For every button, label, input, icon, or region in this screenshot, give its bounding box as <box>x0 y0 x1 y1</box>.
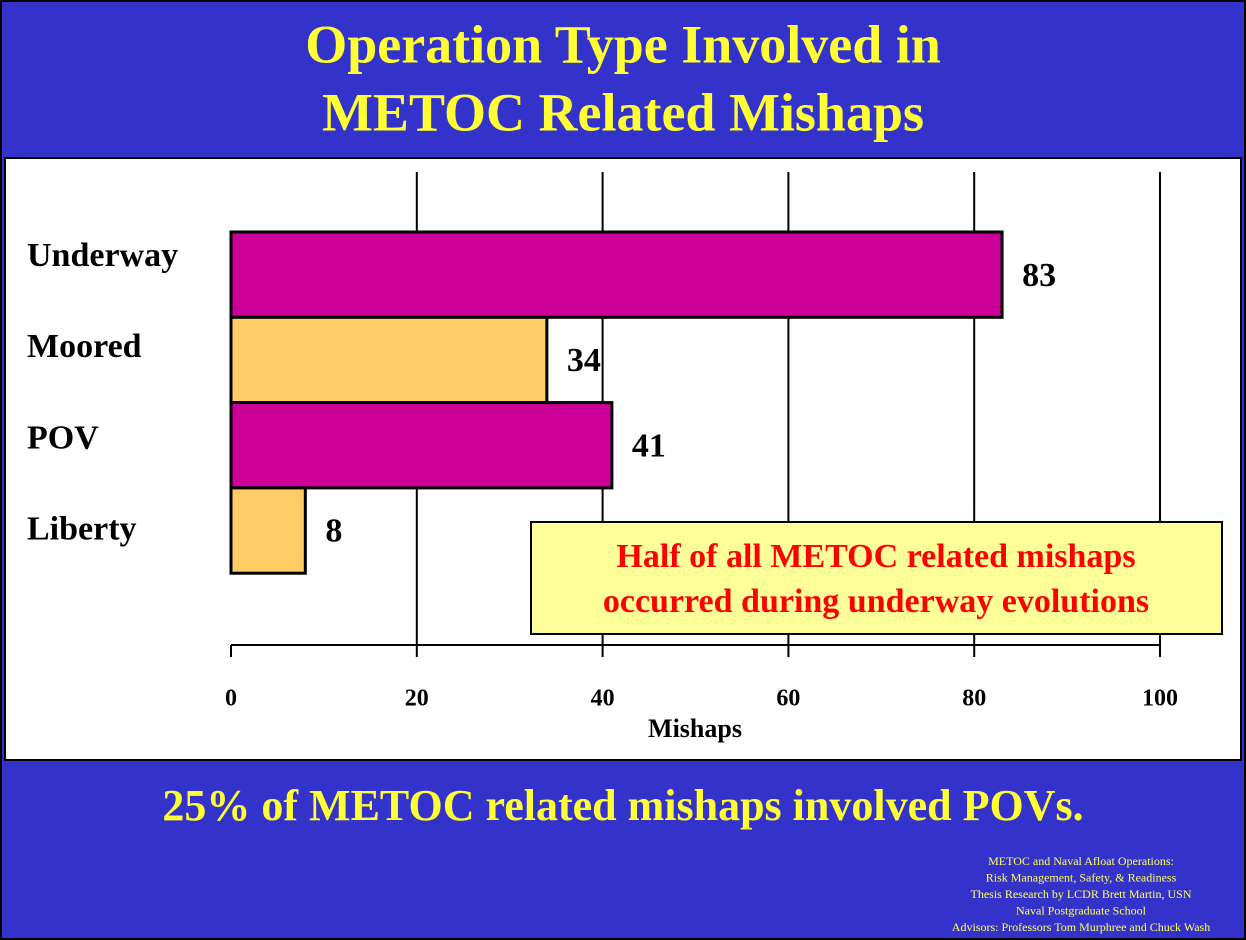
x-tick-label: 0 <box>225 686 237 712</box>
credit: METOC and Naval Afloat Operations: <box>988 854 1174 868</box>
x-tick-label: 80 <box>962 686 986 712</box>
x-tick-label: 60 <box>776 686 800 712</box>
credit: Naval Postgraduate School <box>1016 903 1147 917</box>
category-label: POV <box>27 419 99 456</box>
x-tick-label: 20 <box>405 686 429 712</box>
x-axis-label: Mishaps <box>648 714 742 743</box>
x-tick-label: 100 <box>1142 686 1178 712</box>
annotation: occurred during underway evolutions <box>603 583 1149 620</box>
chart-title: Operation Type Involved in <box>305 14 941 74</box>
value-label: 8 <box>325 513 342 550</box>
bar <box>229 230 1004 319</box>
x-tick-label: 40 <box>591 686 615 712</box>
value-label: 34 <box>567 342 601 379</box>
category-label: Underway <box>27 237 178 274</box>
bar <box>229 401 614 490</box>
annotation: Half of all METOC related mishaps <box>616 538 1135 575</box>
category-label: Liberty <box>27 511 137 548</box>
annotation-box <box>530 521 1223 635</box>
value-label: 83 <box>1022 257 1056 294</box>
credit: Advisors: Professors Tom Murphree and Ch… <box>952 920 1210 934</box>
credit: Thesis Research by LCDR Brett Martin, US… <box>971 887 1192 901</box>
bar <box>229 315 549 405</box>
credit: Risk Management, Safety, & Readiness <box>986 870 1177 884</box>
bar <box>229 486 307 575</box>
category-label: Moored <box>27 328 142 365</box>
value-label: 41 <box>632 427 666 464</box>
subtitle: 25% of METOC related mishaps involved PO… <box>162 781 1083 830</box>
chart-title: METOC Related Mishaps <box>322 82 924 142</box>
